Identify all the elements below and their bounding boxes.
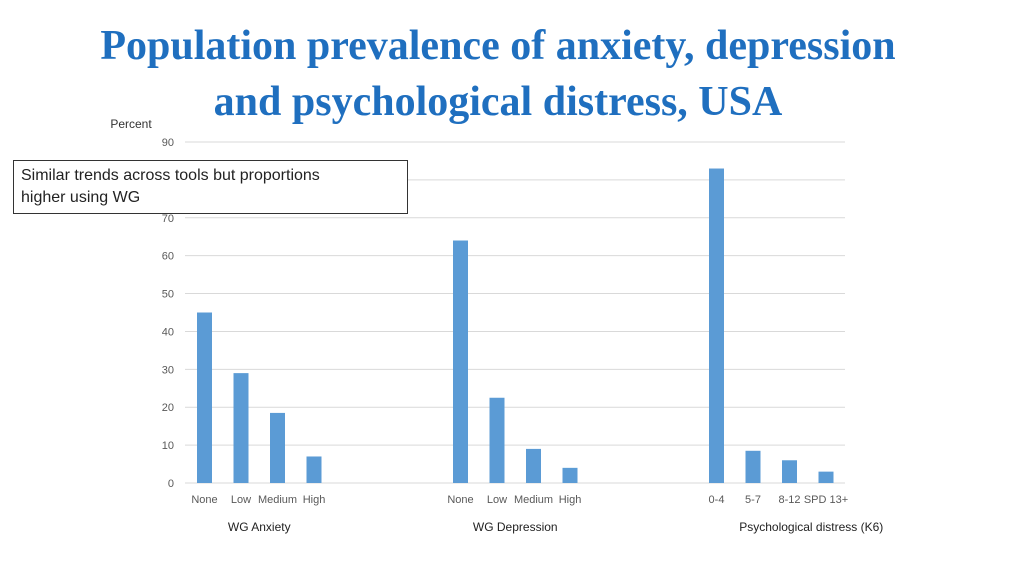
category-label: Medium	[258, 494, 297, 506]
group-label: WG Depression	[473, 520, 558, 534]
bar	[453, 240, 468, 483]
callout-line-1: Similar trends across tools but proporti…	[21, 167, 320, 184]
y-tick-label: 10	[162, 440, 174, 452]
y-tick-label: 90	[162, 137, 174, 149]
bar	[197, 312, 212, 483]
y-tick-label: 30	[162, 364, 174, 376]
y-tick-label: 70	[162, 213, 174, 225]
category-label: Low	[487, 494, 507, 506]
category-label: 8-12	[778, 494, 800, 506]
bar	[745, 450, 761, 483]
category-label: 5-7	[745, 494, 761, 506]
category-label: SPD 13+	[804, 494, 848, 506]
bar	[489, 397, 505, 483]
bar	[818, 471, 834, 483]
bar	[526, 448, 541, 483]
bar	[562, 467, 578, 483]
category-label: High	[303, 494, 326, 506]
y-tick-label: 0	[168, 478, 174, 490]
title-line-1: Population prevalence of anxiety, depres…	[100, 23, 896, 69]
title-line-2: and psychological distress, USA	[213, 79, 783, 125]
category-label: High	[559, 494, 582, 506]
bar	[709, 168, 724, 483]
y-tick-label: 60	[162, 251, 174, 263]
y-tick-label: 20	[162, 402, 174, 414]
page-title: Population prevalence of anxiety, depres…	[0, 18, 996, 130]
category-label: Low	[231, 494, 251, 506]
category-label: Medium	[514, 494, 553, 506]
category-label: None	[447, 494, 473, 506]
category-label: 0-4	[709, 494, 725, 506]
group-label: WG Anxiety	[228, 520, 291, 534]
annotation-callout: Similar trends across tools but proporti…	[13, 160, 408, 214]
bar	[306, 456, 322, 483]
callout-line-2: higher using WG	[21, 189, 141, 206]
bar	[233, 373, 249, 483]
y-tick-label: 40	[162, 326, 174, 338]
y-tick-label: 50	[162, 289, 174, 301]
category-label: None	[191, 494, 217, 506]
group-label: Psychological distress (K6)	[739, 520, 883, 534]
bar	[270, 412, 285, 483]
bar	[782, 460, 797, 483]
y-axis-label: Percent	[110, 117, 152, 131]
